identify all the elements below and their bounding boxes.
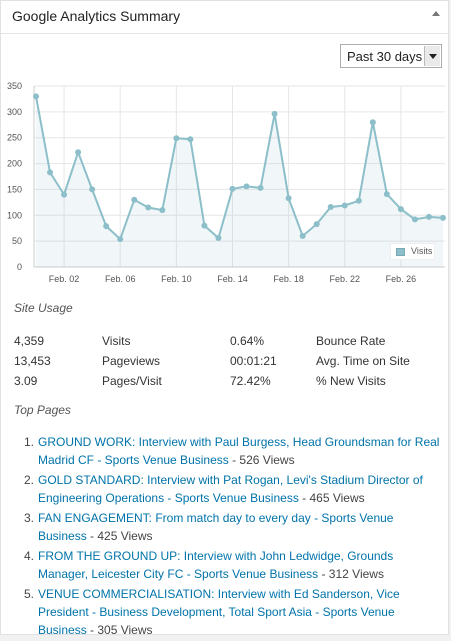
top-pages-list: 1. GROUND WORK: Interview with Paul Burge… [24,433,442,641]
visits-point [397,206,404,213]
chevron-down-icon[interactable] [424,46,440,66]
y-tick-label: 200 [7,159,22,169]
x-tick-label: Feb. 18 [273,274,304,284]
visits-point [440,214,446,221]
list-item-number: 4. [24,549,35,563]
top-page-views: - 425 Views [86,529,153,543]
visits-point [341,202,348,209]
list-item: 2. GOLD STANDARD: Interview with Pat Roga… [24,471,442,507]
list-item: 3. FAN ENGAGEMENT: From match day to ever… [24,509,442,545]
y-tick-label: 300 [7,107,22,117]
widget-title: Google Analytics Summary [12,8,181,24]
y-tick-label: 350 [7,81,22,91]
visits-point [257,184,264,191]
visits-point [243,183,250,190]
visits-point [369,119,376,126]
stat-new-value: 72.42% [230,374,271,388]
legend-swatch-visits [396,248,405,256]
visits-point [327,204,334,211]
stat-bounce-value: 0.64% [230,334,265,348]
visits-point [187,136,194,143]
list-item: 1. GROUND WORK: Interview with Paul Burge… [24,433,442,469]
visits-point [117,236,124,243]
list-item-number: 2. [24,473,35,487]
list-item: 5. VENUE COMMERCIALISATION: Interview wit… [24,585,442,639]
stat-visits-value: 4,359 [14,334,45,348]
site-usage-title: Site Usage [14,301,73,315]
visits-point [201,222,208,229]
visits-point [89,186,96,193]
x-tick-label: Feb. 26 [386,274,417,284]
top-page-link[interactable]: GROUND WORK: Interview with Paul Burgess… [38,435,440,467]
visits-point [159,207,166,214]
top-page-views: - 465 Views [298,491,365,505]
visits-line [35,96,444,241]
x-tick-label: Feb. 14 [217,274,248,284]
visits-point [215,235,222,242]
x-tick-label: Feb. 06 [105,274,136,284]
y-tick-label: 100 [7,210,22,220]
stat-pageviews-label: Pageviews [102,354,161,368]
y-tick-label: 0 [17,262,22,272]
y-tick-label: 250 [7,133,22,143]
visits-point [299,232,306,239]
chart-legend: Visits [390,243,435,260]
period-select-value: Past 30 days [347,49,423,64]
stat-ppv-label: Pages/Visit [102,374,162,388]
visits-point [47,169,54,176]
y-tick-label: 50 [12,236,22,246]
top-page-link[interactable]: FROM THE GROUND UP: Interview with John … [38,549,394,581]
stat-bounce-label: Bounce Rate [316,334,386,348]
period-select[interactable]: Past 30 days [340,44,442,68]
stat-time-label: Avg. Time on Site [316,354,410,368]
list-item-number: 3. [24,511,35,525]
visits-point [355,197,362,204]
visits-point [33,93,39,100]
y-tick-label: 150 [7,184,22,194]
top-page-views: - 312 Views [318,567,384,581]
stat-time-value: 00:01:21 [230,354,277,368]
top-page-link[interactable]: FAN ENGAGEMENT: From match day to every … [38,511,394,543]
visits-point [75,149,82,156]
visits-point [313,221,320,228]
list-item: 4. FROM THE GROUND UP: Interview with Joh… [24,547,442,583]
top-pages-title: Top Pages [14,403,71,417]
stat-pageviews-value: 13,453 [14,354,51,368]
list-item-number: 1. [24,435,35,449]
visits-point [271,110,278,117]
legend-label-visits: Visits [411,246,433,256]
top-page-link[interactable]: GOLD STANDARD: Interview with Pat Rogan,… [38,473,423,505]
stat-ppv-value: 3.09 [14,374,38,388]
stat-new-label: % New Visits [316,374,386,388]
visits-point [145,204,152,211]
x-tick-label: Feb. 02 [49,274,80,284]
widget-header: Google Analytics Summary [1,1,448,34]
x-tick-label: Feb. 10 [161,274,192,284]
visits-point [425,213,432,220]
top-page-views: - 305 Views [86,623,153,637]
visits-point [285,195,292,202]
list-item-number: 5. [24,587,35,601]
visits-point [103,223,110,230]
top-page-views: - 526 Views [228,453,295,467]
collapse-arrow-icon[interactable] [432,11,440,16]
stat-visits-label: Visits [102,334,131,348]
visits-area [36,96,443,267]
x-tick-label: Feb. 22 [329,274,360,284]
visits-point [383,191,390,198]
visits-point [173,135,180,142]
visits-point [411,216,418,223]
visits-point [61,191,68,198]
visits-chart: 350 300 250 200 150 100 50 0 Feb. 02 Feb. 06 Feb. … [7,81,446,284]
visits-point [131,196,138,203]
visits-point [229,185,236,192]
top-page-link[interactable]: VENUE COMMERCIALISATION: Interview with … [38,587,400,637]
